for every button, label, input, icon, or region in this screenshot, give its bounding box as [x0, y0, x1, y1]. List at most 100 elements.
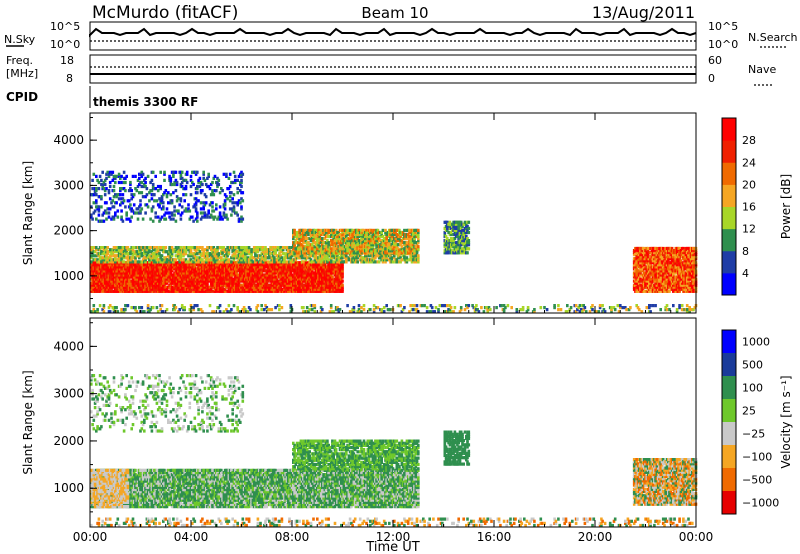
echo-cell [204, 267, 208, 271]
echo-cell [305, 275, 309, 279]
echo-cell [232, 265, 236, 269]
echo-cell [143, 279, 146, 283]
echo-cell [390, 256, 394, 260]
echo-cell [126, 285, 130, 289]
echo-cell [305, 261, 309, 265]
nsky-tick-bottom: 10^0 [50, 38, 80, 51]
echo-cell [198, 267, 202, 271]
echo-cell [278, 281, 281, 285]
echo-cell [300, 263, 304, 267]
echo-cell [114, 211, 117, 215]
echo-cell [155, 263, 159, 267]
echo-cell [110, 275, 113, 279]
echo-cell [121, 193, 125, 197]
echo-cell [129, 180, 132, 185]
echo-cell [276, 265, 280, 269]
echo-cell [124, 189, 127, 193]
echo-cell [271, 275, 275, 279]
echo-cell [405, 256, 409, 260]
echo-cell [266, 279, 270, 283]
echo-cell [120, 174, 123, 178]
echo-cell [129, 219, 132, 223]
echo-cell [276, 287, 280, 291]
echo-cell [271, 283, 275, 287]
echo-cell [375, 254, 378, 258]
echo-cell [126, 281, 130, 285]
cpid-label: CPID [6, 90, 38, 104]
echo-cell [276, 285, 280, 289]
echo-cell [384, 247, 387, 251]
echo-cell [93, 209, 97, 213]
echo-cell [293, 279, 296, 283]
echo-cell [239, 275, 242, 279]
echo-cell [223, 289, 227, 293]
echo-cell [100, 267, 103, 271]
echo-cell [91, 187, 94, 191]
echo-cell [274, 281, 277, 285]
echo-cell [271, 267, 275, 271]
echo-cell [114, 273, 117, 277]
echo-cell [314, 251, 318, 255]
echo-cell [225, 271, 228, 275]
echo-cell [126, 271, 130, 275]
echo-cell [91, 178, 94, 182]
echo-cell [300, 267, 304, 271]
echo-cell [100, 205, 103, 209]
echo-cell [175, 289, 179, 293]
echo-cell [126, 283, 130, 287]
echo-cell [126, 289, 130, 293]
echo-cell [274, 275, 277, 279]
echo-cell [117, 197, 121, 201]
echo-cell [121, 246, 125, 250]
echo-cell [283, 285, 286, 289]
echo-cell [207, 279, 210, 283]
echo-cell [276, 281, 280, 285]
echo-cell [115, 275, 118, 279]
echo-cell [284, 267, 287, 271]
echo-cell [278, 269, 281, 273]
echo-cell [184, 285, 188, 289]
echo-cell [125, 211, 128, 215]
echo-cell [298, 267, 301, 271]
echo-cell [105, 217, 108, 221]
echo-cell [206, 273, 209, 277]
echo-cell [417, 228, 420, 232]
freq-tick-bottom: 8 [66, 72, 73, 85]
echo-cell [403, 228, 406, 232]
echo-cell [300, 273, 304, 277]
echo-cell [102, 261, 106, 265]
echo-cell [327, 228, 330, 232]
echo-cell [217, 252, 221, 256]
echo-cell [222, 279, 226, 283]
date-title: 13/Aug/2011 [592, 3, 695, 22]
echo-cell [271, 263, 275, 267]
echo-cell [112, 189, 116, 193]
echo-cell [102, 283, 106, 287]
freq-label: Freq. [6, 54, 33, 67]
echo-cell [254, 277, 257, 281]
nsearch-tick-top: 10^5 [708, 20, 738, 33]
echo-cell [203, 285, 207, 289]
echo-cell [148, 269, 151, 273]
echo-cell [126, 279, 130, 283]
echo-cell [101, 170, 104, 174]
echo-cell [280, 263, 284, 267]
echo-cell [250, 281, 253, 285]
echo-cell [140, 263, 144, 267]
echo-cell [122, 287, 126, 291]
echo-cell [228, 279, 232, 283]
echo-cell [227, 265, 231, 269]
echo-cell [290, 277, 294, 281]
echo-cell [275, 283, 279, 287]
echo-cell [97, 205, 101, 209]
echo-cell [381, 228, 385, 232]
echo-cell [179, 265, 183, 269]
echo-cell [300, 283, 304, 287]
echo-cell [298, 289, 301, 293]
echo-cell [143, 265, 146, 269]
echo-cell [356, 260, 359, 264]
echo-cell [271, 277, 275, 281]
echo-cell [189, 289, 193, 293]
echo-cell [305, 237, 309, 241]
echo-cell [131, 174, 135, 178]
